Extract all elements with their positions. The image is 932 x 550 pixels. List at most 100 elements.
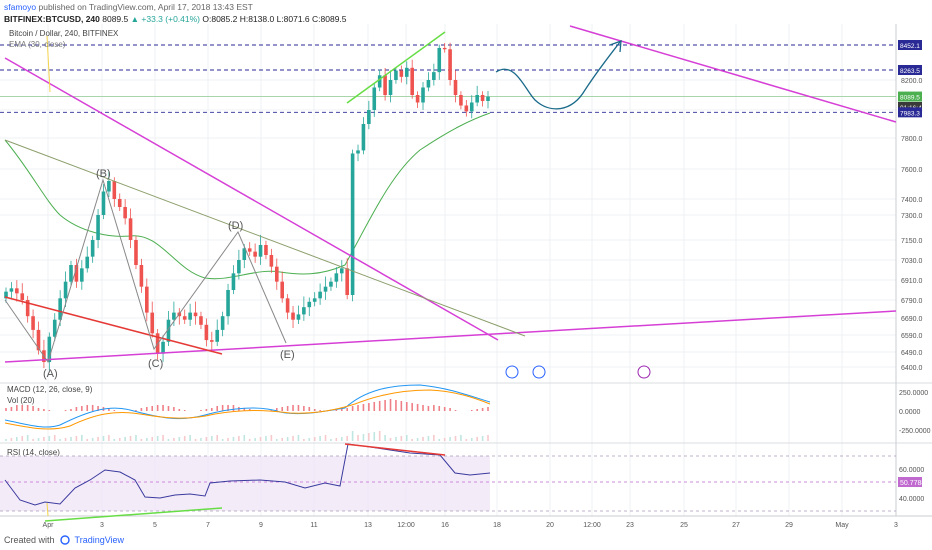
candle-body [383,75,387,95]
macd-line [4,384,491,428]
macd-hist-bar [113,410,116,411]
volume-bar [26,435,29,441]
macd-hist-bar [232,405,235,411]
volume-bar [422,437,424,441]
candle-body [69,265,73,282]
candle-body [123,207,127,219]
candle-body [247,248,252,252]
candle-body [426,80,431,88]
volume-bar [259,437,262,441]
time-axis[interactable]: Apr 3 5 7 9 11 13 12:00 16 18 20 12:00 23 25 27 29 May 3 [43,522,899,529]
rsi-legend[interactable]: RSI (14, close) [7,448,60,457]
candle-body [226,290,230,317]
volume-bar [97,437,99,441]
volume-bar [330,439,332,441]
volume-bar [183,436,186,441]
volume-bar [286,437,289,441]
volume-legend[interactable]: Vol (20) [7,396,35,405]
volume-bar [64,438,67,441]
arrow-head-icon [609,40,622,53]
candle-body [101,191,106,215]
macd-hist-bar [297,405,300,411]
price-label-text: 8263.5 [900,68,920,75]
volume-bar [297,435,300,441]
descending-trendline-magenta[interactable] [4,57,499,341]
volume-bar [238,436,240,441]
candle-body [459,95,463,106]
rsi-yellow-marker [46,502,49,517]
volume-bar [10,438,13,441]
ticker-line: BITFINEX:BTCUSD, 240 8089.5 ▲ +33.3 (+0.… [4,14,347,24]
candle-body [139,265,144,287]
ticker-symbol: BITFINEX:BTCUSD, 240 [4,14,100,24]
price-tick-label: 6590.0 [901,333,923,340]
red-support-line[interactable] [4,296,223,355]
macd-hist-bar [48,410,51,411]
volume-bar [373,432,376,441]
candle-body [242,248,247,260]
price-tick-label: 6490.0 [901,350,923,357]
macd-legend[interactable]: MACD (12, 26, close, 9) [7,385,93,394]
price-tick-label: 7400.0 [901,197,923,204]
projection-arrow[interactable] [495,41,621,110]
volume-bar [140,439,143,441]
yellow-marker-line[interactable] [46,35,51,93]
candle-body [112,181,117,199]
ema-legend[interactable]: EMA (30, close) [9,40,66,49]
candle-body [410,67,414,95]
earnings-event-icon-2[interactable] [532,365,546,379]
rsi-value-badge [898,477,922,487]
candle-body [280,281,285,299]
candle-body [274,266,279,282]
time-tick-label: 11 [310,522,317,529]
time-tick-label: 3 [894,522,898,529]
candle-body [432,72,436,80]
candle-body [209,340,214,342]
macd-axis: 250.0000 0.0000 -250.0000 [899,390,931,435]
publisher-name[interactable]: sfamoyo [4,2,37,12]
ascending-support-line[interactable] [4,310,897,363]
candle-body [469,102,474,112]
volume-bar [449,437,451,441]
volume-bar [400,436,403,441]
upper-resistance-line[interactable] [569,25,897,123]
macd-hist-bar [10,407,13,411]
rsi-axis-label: 60.0000 [899,467,924,474]
earnings-event-icon-3[interactable] [637,365,651,379]
elliott-wave-path[interactable] [4,178,287,364]
volume-bar [108,435,110,441]
volume-bar [227,438,229,441]
macd-axis-label: 250.0000 [899,390,928,397]
volume-bar [357,435,359,441]
macd-hist-bar [243,408,246,411]
volume-bar [324,435,327,441]
macd-hist-bar [210,408,213,411]
trendlines[interactable] [4,25,897,363]
price-axis[interactable]: 6400.0 6490.0 6590.0 6690.0 6790.0 6910.0 7030… [901,78,923,372]
time-tick-label: 25 [680,522,688,529]
candle-body [161,341,165,354]
tradingview-brand[interactable]: TradingView [74,535,125,545]
time-tick-label: 16 [441,522,449,529]
macd-hist-bar [216,406,219,411]
rsi-support-line[interactable] [44,507,223,522]
green-divergence-line[interactable] [346,31,446,104]
price-tick-label: 7030.0 [901,258,923,265]
candle-body [107,181,111,192]
rsi-divergence-line[interactable] [344,443,446,456]
price-tick-label: 7600.0 [901,167,923,174]
rsi-band [0,456,490,511]
horizontal-levels[interactable] [0,44,896,113]
macd-hist-bar [16,405,18,411]
volume-bar [368,433,370,441]
macd-hist-bar [340,409,343,411]
time-tick-label: Apr [43,522,55,529]
olive-trendline[interactable] [4,139,526,337]
macd-hist-bar [91,405,94,411]
earnings-event-icon-1[interactable] [505,365,519,379]
candle-body [4,291,8,299]
event-markers[interactable] [505,365,651,379]
candle-body [220,316,225,330]
price-label-box [898,65,922,75]
